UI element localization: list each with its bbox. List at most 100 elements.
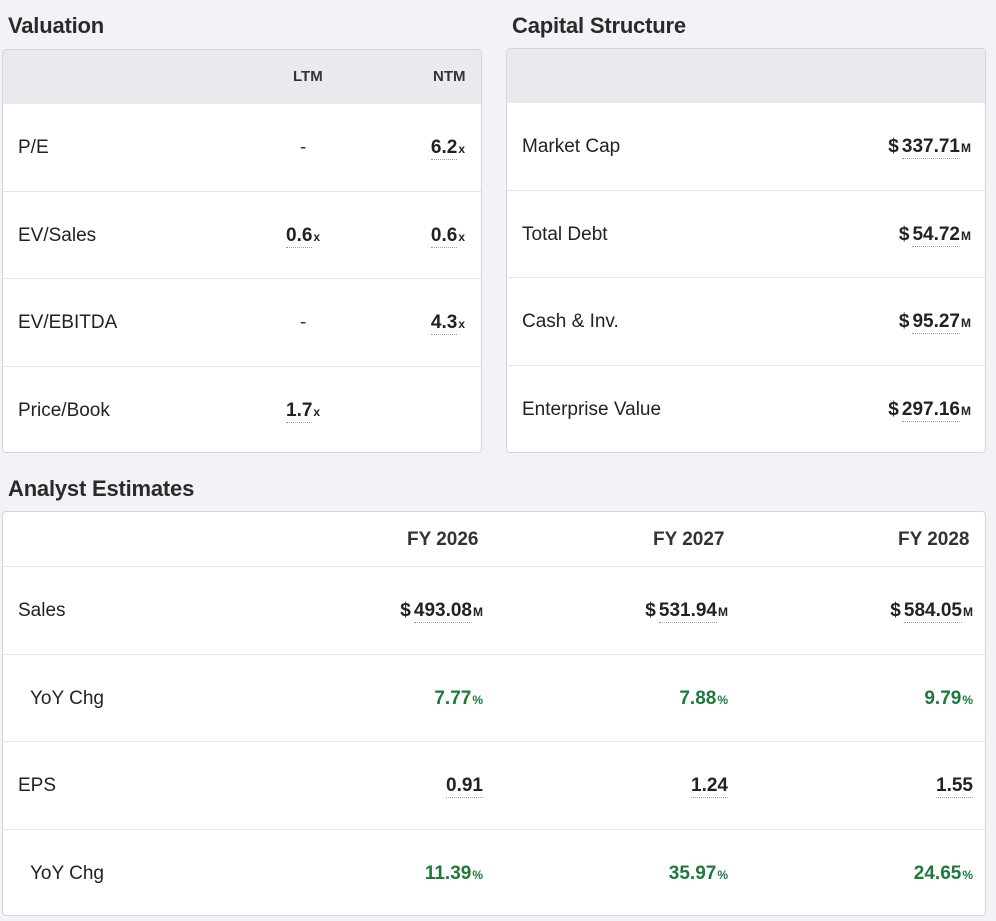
capital-structure-title: Capital Structure: [512, 13, 686, 38]
capital-structure-card: Market Cap $337.71M Total Debt $54.72M Cash …: [506, 48, 986, 453]
value-number: 1.55: [936, 775, 973, 798]
row-label: Market Cap: [522, 136, 621, 157]
ntm-value: 4.3x: [430, 279, 465, 369]
estimate-value: 35.97%: [668, 830, 728, 916]
row-label: EPS: [18, 775, 57, 796]
estimate-value: $531.94M: [645, 567, 728, 657]
unit-suffix: %: [472, 692, 483, 707]
unit-suffix: x: [313, 229, 321, 244]
row-label: Total Debt: [522, 223, 608, 245]
row-label: Enterprise Value: [522, 398, 662, 420]
row-label: Cash & Inv.: [522, 311, 619, 332]
value-number: 54.72: [912, 223, 960, 247]
value-number: 0.6: [430, 224, 458, 248]
capital-row: Enterprise Value $297.16M: [507, 366, 985, 453]
valuation-row: Price/Book 1.7x: [3, 367, 481, 453]
valuation-row: EV/EBITDA - 4.3x: [3, 279, 481, 367]
estimate-row: YoY Chg 7.77% 7.88% 9.79%: [3, 655, 985, 745]
unit-suffix: %: [472, 867, 483, 882]
valuation-row: EV/Sales 0.6x 0.6x: [3, 192, 481, 282]
ltm-value: -: [300, 104, 306, 192]
capital-value: $337.71M: [888, 103, 971, 193]
estimate-value: 0.91: [446, 742, 483, 830]
unit-suffix: M: [473, 605, 483, 619]
row-label: P/E: [18, 137, 49, 158]
estimate-value: 24.65%: [913, 830, 973, 916]
currency-symbol: $: [898, 223, 910, 245]
row-label: Price/Book: [18, 399, 110, 421]
value-number: 1.24: [691, 775, 728, 798]
capital-row: Cash & Inv. $95.27M: [507, 278, 985, 366]
estimate-row: EPS 0.91 1.24 1.55: [3, 742, 985, 830]
capital-row: Total Debt $54.72M: [507, 191, 985, 281]
estimates-header: FY 2026 FY 2027 FY 2028: [3, 512, 985, 567]
value-number: 7.77: [434, 687, 472, 709]
valuation-card: LTM NTM P/E -6.2x EV/Sales 0.6x 0.6x EV/EBITD…: [2, 49, 482, 453]
value-number: 24.65: [913, 862, 962, 884]
value-number: 0.6: [286, 224, 313, 248]
value-number: 0.91: [446, 775, 483, 798]
unit-suffix: M: [961, 228, 971, 243]
col-header-fy2027: FY 2027: [653, 529, 725, 550]
value-number: 7.88: [679, 687, 717, 709]
capital-value: $54.72M: [899, 191, 971, 281]
value-number: 493.08: [413, 600, 472, 623]
ltm-value: 1.7x: [286, 367, 321, 453]
row-label: EV/EBITDA: [18, 312, 118, 333]
estimate-value: 1.55: [936, 742, 973, 830]
value-number: 584.05: [903, 600, 962, 623]
row-label: EV/Sales: [18, 224, 97, 246]
value-number: 337.71: [901, 136, 960, 159]
ntm-value: 6.2x: [430, 104, 465, 194]
ltm-value: 0.6x: [286, 192, 320, 282]
value-number: 297.16: [901, 398, 960, 422]
capital-value: $95.27M: [899, 278, 971, 368]
currency-symbol: $: [898, 311, 910, 332]
col-header-fy2026: FY 2026: [407, 529, 479, 550]
unit-suffix: x: [458, 317, 465, 331]
value-number: 35.97: [668, 862, 717, 884]
currency-symbol: $: [888, 136, 899, 157]
estimate-value: 1.24: [691, 742, 728, 830]
value-number: -: [300, 312, 307, 333]
estimate-value: 9.79%: [924, 655, 973, 745]
unit-suffix: M: [961, 403, 971, 418]
value-number: -: [300, 137, 307, 158]
row-label: YoY Chg: [30, 687, 104, 709]
estimate-value: $584.05M: [890, 567, 973, 657]
analyst-estimates-title: Analyst Estimates: [8, 476, 195, 501]
row-label: Sales: [18, 600, 66, 621]
estimate-value: $493.08M: [400, 567, 483, 657]
col-header-ntm: NTM: [433, 68, 466, 85]
unit-suffix: %: [962, 692, 973, 707]
estimate-row: YoY Chg 11.39% 35.97% 24.65%: [3, 830, 985, 916]
col-header-fy2028: FY 2028: [898, 529, 970, 550]
capital-structure-header: [507, 49, 985, 103]
estimate-value: 7.88%: [679, 655, 728, 745]
valuation-row: P/E - 6.2x: [3, 104, 481, 192]
valuation-header: LTM NTM: [3, 50, 481, 104]
unit-suffix: %: [717, 692, 728, 707]
unit-suffix: x: [458, 142, 465, 156]
unit-suffix: M: [961, 316, 971, 330]
currency-symbol: $: [890, 600, 901, 621]
value-number: 1.7: [286, 399, 313, 423]
unit-suffix: x: [313, 404, 321, 419]
ntm-value: 0.6x: [430, 192, 465, 282]
estimate-value: 11.39%: [424, 830, 483, 916]
value-number: 11.39: [424, 862, 472, 884]
value-number: 9.79: [924, 687, 962, 709]
estimate-value: 7.77%: [434, 655, 483, 745]
col-header-ltm: LTM: [293, 68, 323, 85]
unit-suffix: M: [963, 605, 973, 619]
unit-suffix: M: [961, 141, 971, 155]
ltm-value: -: [300, 279, 306, 367]
estimate-row: Sales $493.08M $531.94M $584.05M: [3, 567, 985, 655]
value-number: 95.27: [912, 311, 960, 334]
currency-symbol: $: [645, 600, 656, 621]
capital-value: $297.16M: [888, 366, 971, 453]
capital-row: Market Cap $337.71M: [507, 103, 985, 191]
unit-suffix: x: [458, 229, 465, 244]
unit-suffix: %: [717, 867, 728, 882]
unit-suffix: %: [962, 867, 973, 882]
